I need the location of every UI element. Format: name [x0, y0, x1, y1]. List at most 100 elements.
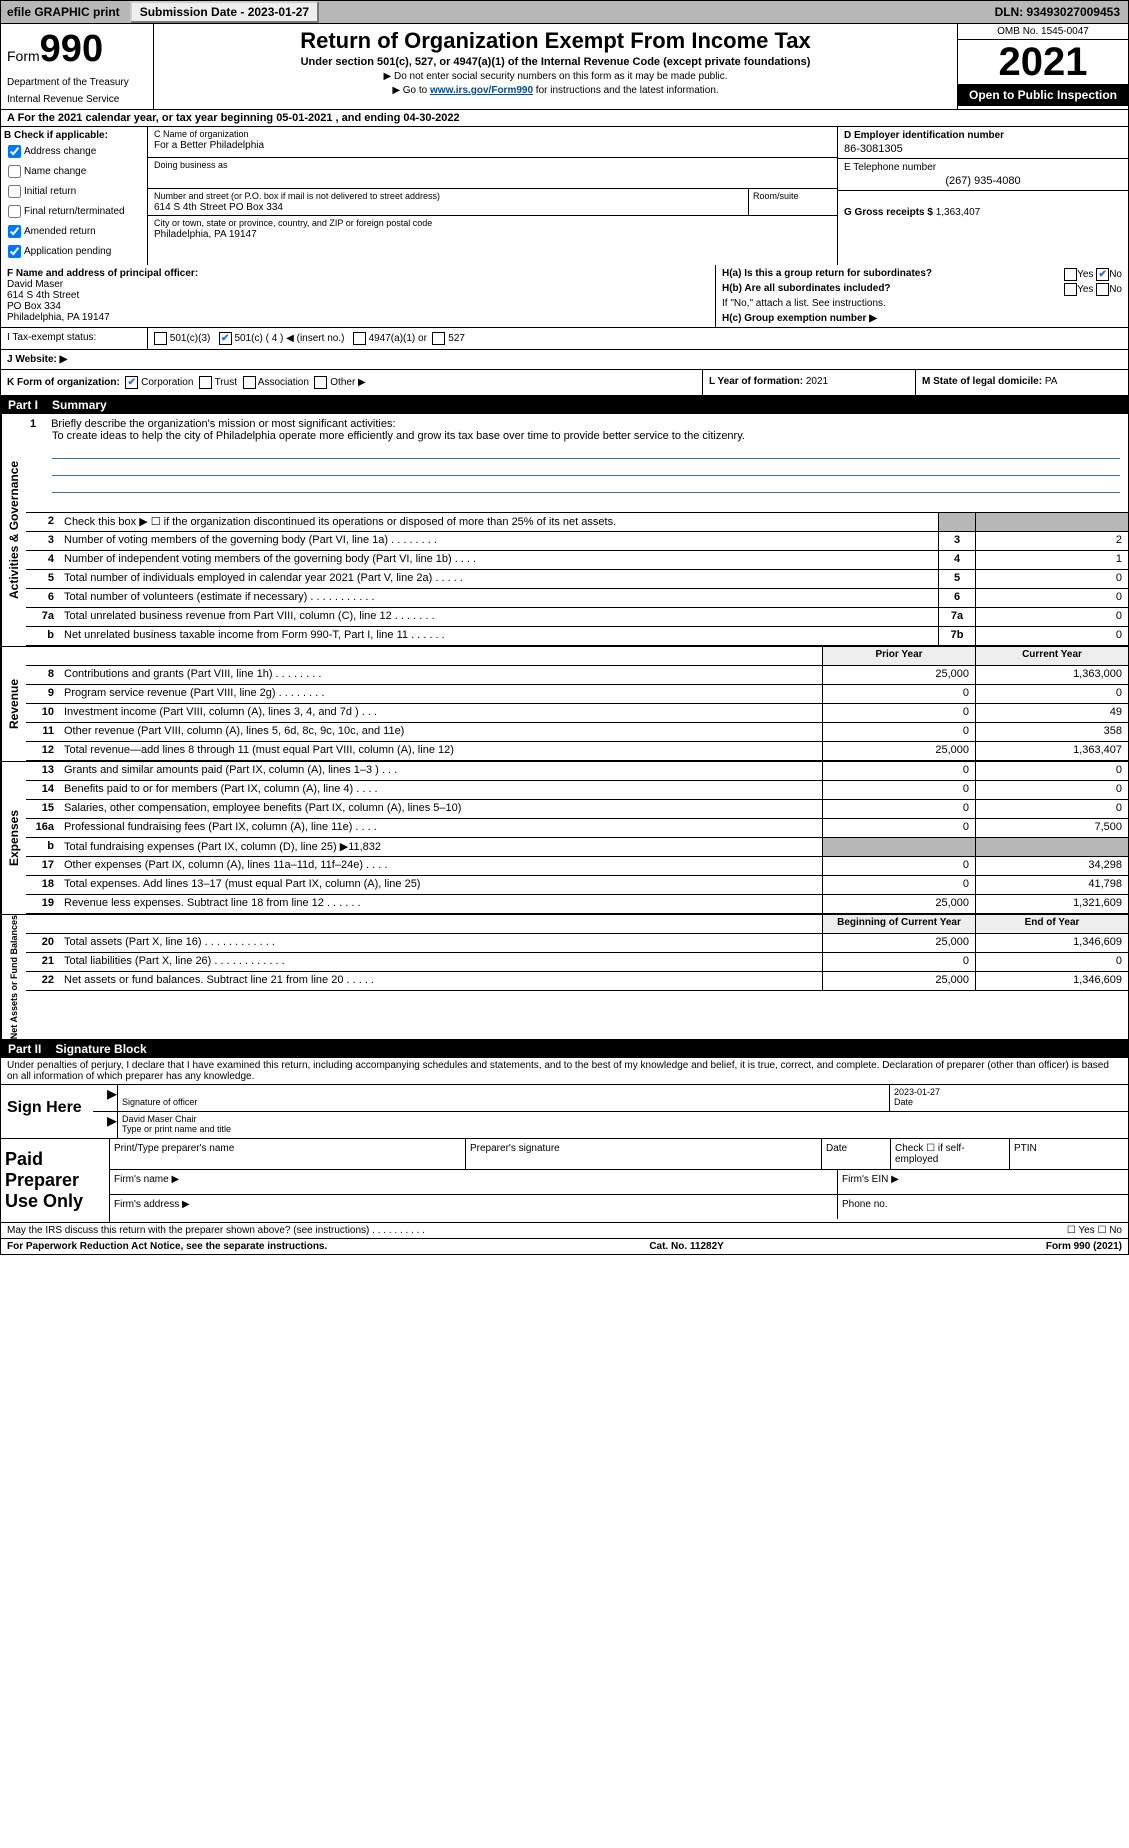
year-formation: L Year of formation: 2021: [702, 370, 915, 395]
l-label: L Year of formation:: [709, 376, 803, 387]
cat-no: Cat. No. 11282Y: [649, 1241, 723, 1252]
hb-yes-box[interactable]: [1064, 283, 1077, 296]
ein-cell: D Employer identification number 86-3081…: [838, 127, 1128, 159]
mission-text: To create ideas to help the city of Phil…: [52, 430, 745, 442]
room-suite: Room/suite: [749, 189, 837, 215]
discuss-yn[interactable]: ☐ Yes ☐ No: [1067, 1225, 1122, 1236]
prior-value: 25,000: [822, 742, 975, 760]
current-value: 49: [975, 704, 1128, 722]
form-number-cell: Form990 Department of the Treasury Inter…: [1, 24, 154, 109]
officer-group-row: F Name and address of principal officer:…: [0, 265, 1129, 328]
ha-no-box[interactable]: ✔: [1096, 268, 1109, 281]
prior-value: 0: [822, 819, 975, 837]
officer-addr2: PO Box 334: [7, 301, 61, 312]
dln-label: DLN: 93493027009453: [995, 5, 1128, 19]
chk-amended-return-box[interactable]: [8, 225, 21, 238]
chk-initial-return[interactable]: Initial return: [4, 182, 144, 201]
line-box: 6: [938, 589, 975, 607]
ein-value: 86-3081305: [844, 143, 1122, 155]
line-desc: Program service revenue (Part VIII, line…: [60, 685, 822, 703]
top-bar: efile GRAPHIC print Submission Date - 20…: [0, 0, 1129, 24]
current-value: 0: [975, 685, 1128, 703]
vlabel-governance: Activities & Governance: [1, 414, 26, 646]
line-desc: Total liabilities (Part X, line 26) . . …: [60, 953, 822, 971]
line-num: 9: [26, 685, 60, 703]
form-end-label: Form 990 (2021): [1046, 1241, 1122, 1252]
line-desc: Benefits paid to or for members (Part IX…: [60, 781, 822, 799]
prior-value: 0: [822, 781, 975, 799]
line-num: 11: [26, 723, 60, 741]
chk-address-change[interactable]: Address change: [4, 142, 144, 161]
k-other-box[interactable]: [314, 376, 327, 389]
klm-row: K Form of organization: ✔ Corporation Tr…: [0, 370, 1129, 396]
501c3-box[interactable]: [154, 332, 167, 345]
k-assoc-box[interactable]: [243, 376, 256, 389]
street-label: Number and street (or P.O. box if mail i…: [154, 191, 440, 201]
line-num: 14: [26, 781, 60, 799]
line-desc: Grants and similar amounts paid (Part IX…: [60, 762, 822, 780]
chk-final-return[interactable]: Final return/terminated: [4, 202, 144, 221]
m-label: M State of legal domicile:: [922, 376, 1042, 387]
website-row: J Website: ▶: [0, 350, 1129, 370]
row-a-tax-year: A For the 2021 calendar year, or tax yea…: [0, 110, 1129, 127]
summary-line: 15 Salaries, other compensation, employe…: [26, 800, 1128, 819]
chk-amended-return[interactable]: Amended return: [4, 222, 144, 241]
current-value: 0: [975, 800, 1128, 818]
current-value: 1,363,407: [975, 742, 1128, 760]
501c-box[interactable]: ✔: [219, 332, 232, 345]
begin-year-header: Beginning of Current Year: [822, 915, 975, 933]
irs-link[interactable]: www.irs.gov/Form990: [430, 85, 533, 96]
line-num: 20: [26, 934, 60, 952]
chk-final-return-box[interactable]: [8, 205, 21, 218]
k-corp-label: Corporation: [141, 377, 193, 388]
summary-line: 17 Other expenses (Part IX, column (A), …: [26, 857, 1128, 876]
prior-value: 25,000: [822, 666, 975, 684]
chk-name-change-box[interactable]: [8, 165, 21, 178]
sign-here-row: Sign Here ▸ Signature of officer 2023-01…: [1, 1084, 1128, 1138]
line-desc: Revenue less expenses. Subtract line 18 …: [60, 895, 822, 913]
j-label: J Website: ▶: [7, 354, 67, 365]
line-value: 0: [975, 570, 1128, 588]
note-ssn: ▶ Do not enter social security numbers o…: [162, 71, 949, 82]
line-desc: Total number of individuals employed in …: [60, 570, 938, 588]
chk-application-pending[interactable]: Application pending: [4, 242, 144, 261]
501c3-label: 501(c)(3): [170, 333, 211, 344]
end-year-header: End of Year: [975, 915, 1128, 933]
officer-addr3: Philadelphia, PA 19147: [7, 312, 110, 323]
form-header: Form990 Department of the Treasury Inter…: [0, 24, 1129, 110]
signature-field[interactable]: Signature of officer: [118, 1085, 890, 1111]
ein-label: D Employer identification number: [844, 130, 1004, 141]
prior-year-header: Prior Year: [822, 647, 975, 665]
prior-value: 0: [822, 876, 975, 894]
current-year-header: Current Year: [975, 647, 1128, 665]
line-box: 4: [938, 551, 975, 569]
4947-box[interactable]: [353, 332, 366, 345]
discuss-row: May the IRS discuss this return with the…: [0, 1223, 1129, 1239]
chk-application-pending-box[interactable]: [8, 245, 21, 258]
line-num: 18: [26, 876, 60, 894]
entity-block: B Check if applicable: Address change Na…: [0, 127, 1129, 265]
line-value: 0: [975, 589, 1128, 607]
current-value: 34,298: [975, 857, 1128, 875]
chk-name-change[interactable]: Name change: [4, 162, 144, 181]
ha-yes-box[interactable]: [1064, 268, 1077, 281]
col-d: D Employer identification number 86-3081…: [837, 127, 1128, 265]
prior-value: 0: [822, 723, 975, 741]
summary-line: b Net unrelated business taxable income …: [26, 627, 1128, 646]
k-trust-box[interactable]: [199, 376, 212, 389]
hb-no-box[interactable]: [1096, 283, 1109, 296]
527-box[interactable]: [432, 332, 445, 345]
line-box: 5: [938, 570, 975, 588]
chk-address-change-box[interactable]: [8, 145, 21, 158]
hc-label: H(c) Group exemption number ▶: [722, 313, 877, 324]
net-header-row: Beginning of Current Year End of Year: [26, 915, 1128, 934]
submission-date-button[interactable]: Submission Date - 2023-01-27: [130, 1, 319, 23]
chk-initial-return-box[interactable]: [8, 185, 21, 198]
line-desc: Other expenses (Part IX, column (A), lin…: [60, 857, 822, 875]
summary-line: 3 Number of voting members of the govern…: [26, 532, 1128, 551]
line-desc: Total number of volunteers (estimate if …: [60, 589, 938, 607]
gross-label: G Gross receipts $: [844, 207, 933, 218]
sig-date-label: Date: [894, 1097, 913, 1107]
k-corp-box[interactable]: ✔: [125, 376, 138, 389]
officer-print-name-label: Type or print name and title: [122, 1124, 231, 1134]
